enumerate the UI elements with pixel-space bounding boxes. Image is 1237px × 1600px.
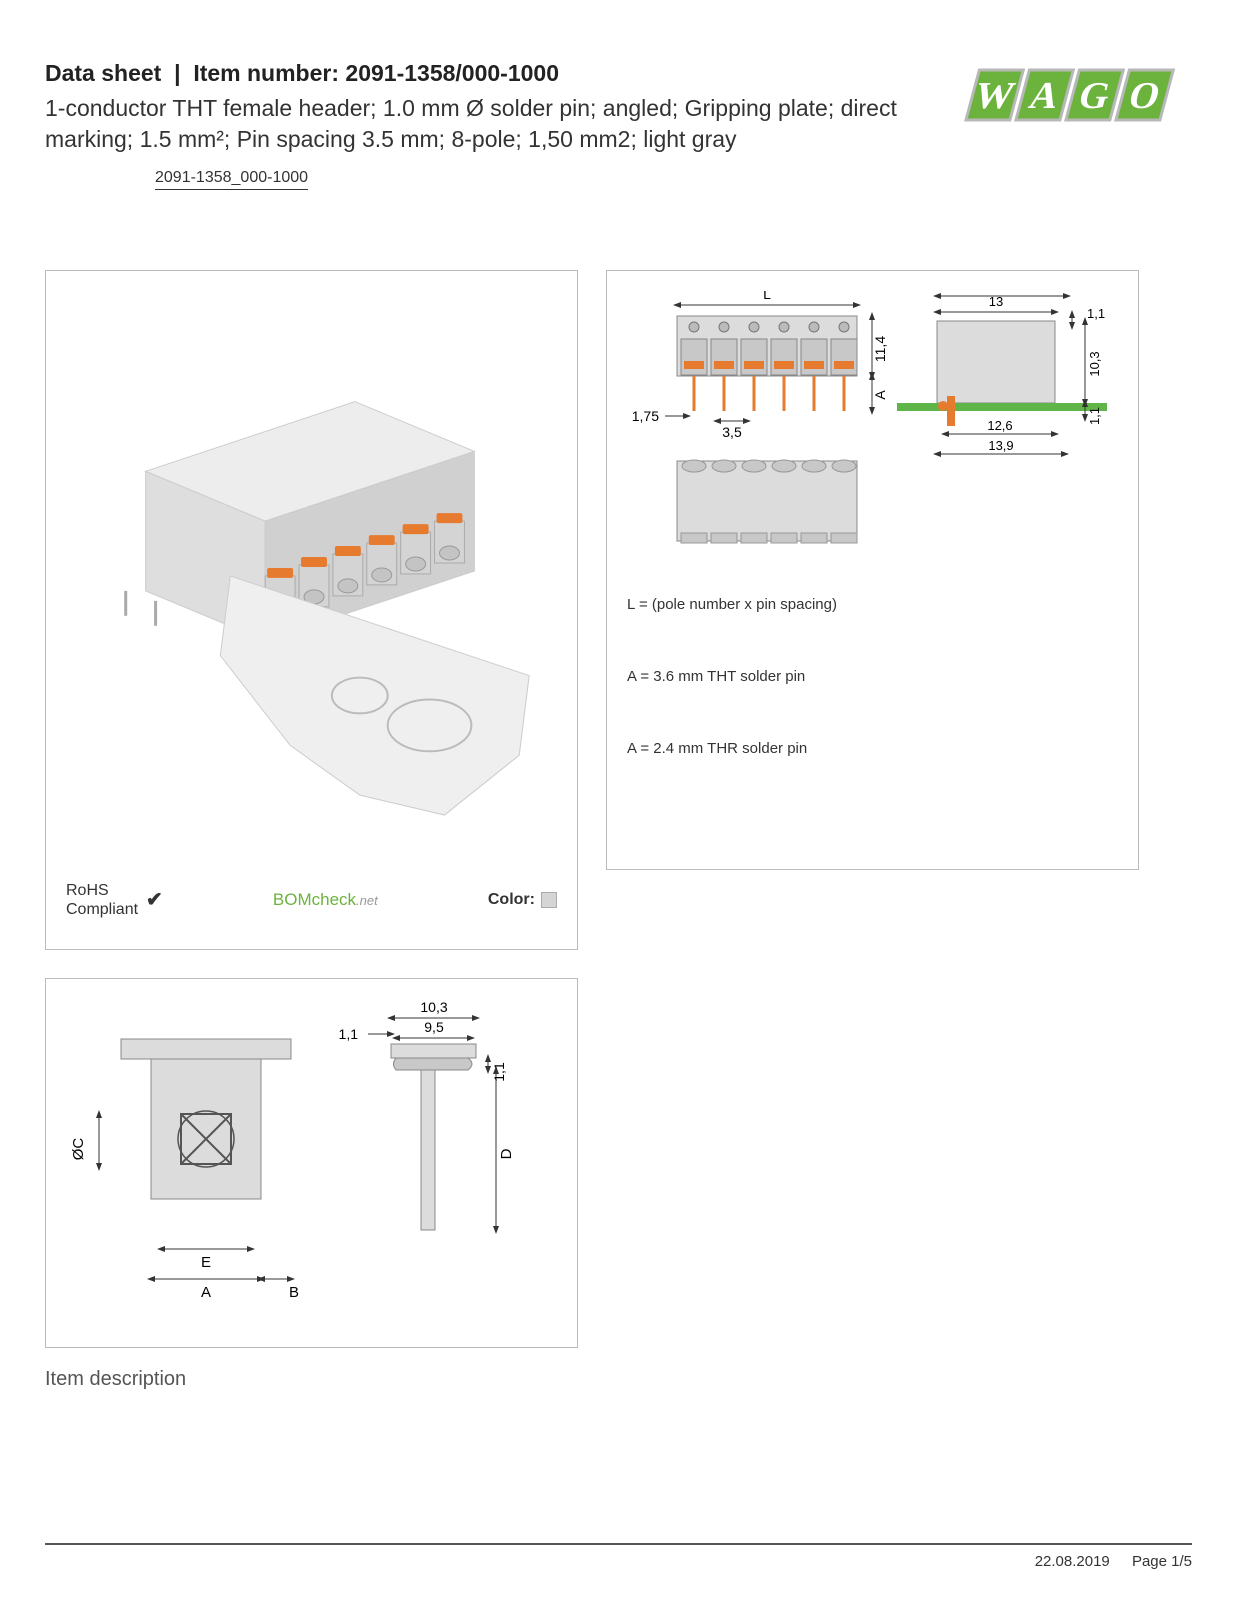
description: 1-conductor THT female header; 1.0 mm Ø …	[45, 93, 912, 155]
dim-note-0: L = (pole number x pin spacing)	[627, 596, 1118, 613]
color-swatch	[541, 892, 557, 908]
bomcheck-suffix: .net	[356, 893, 378, 908]
dim-11-4: 11,4	[872, 336, 888, 362]
dim-D: D	[498, 1149, 515, 1160]
bottom-tech-panel: ØC E A B 10,3 9,5 1,1	[45, 978, 578, 1348]
title-prefix: Data sheet	[45, 60, 161, 86]
dim-9-5: 9,5	[424, 1019, 444, 1035]
rohs-line2: Compliant	[66, 900, 138, 919]
wago-logo-svg: W A G O	[952, 60, 1192, 130]
bomcheck-block: BOMcheck.net	[273, 890, 378, 910]
dim-oc: ØC	[70, 1138, 87, 1161]
footer-page: Page 1/5	[1132, 1553, 1192, 1570]
left-column: RoHS Compliant ✔ BOMcheck.net Color:	[45, 270, 578, 1391]
dim-note-2: A = 2.4 mm THR solder pin	[627, 740, 1118, 757]
rohs-line1: RoHS	[66, 881, 138, 900]
product-image	[46, 271, 577, 851]
footer-date: 22.08.2019	[1035, 1553, 1110, 1570]
title-sep: |	[174, 60, 180, 86]
rohs-block: RoHS Compliant ✔	[66, 881, 163, 919]
dim-3-5: 3,5	[722, 424, 742, 440]
bottom-tech-svg: ØC E A B 10,3 9,5 1,1	[46, 979, 579, 1349]
title-label: Item number:	[193, 60, 339, 86]
page-header: Data sheet | Item number: 2091-1358/000-…	[45, 60, 1192, 190]
section-title: Item description	[45, 1368, 578, 1391]
dim-B: B	[289, 1284, 299, 1301]
check-icon: ✔	[146, 887, 163, 912]
color-label: Color:	[488, 891, 535, 909]
item-link[interactable]: 2091-1358_000-1000	[155, 169, 308, 190]
dim-10-3: 10,3	[420, 999, 447, 1015]
right-tech-panel: L 11,4 A 1,75 3,5	[606, 270, 1139, 870]
dim-A-right: A	[872, 390, 888, 400]
rohs-text: RoHS Compliant	[66, 881, 138, 919]
page-footer: 22.08.2019 Page 1/5	[45, 1543, 1192, 1570]
product-svg	[46, 271, 577, 851]
header-text-block: Data sheet | Item number: 2091-1358/000-…	[45, 60, 952, 190]
item-number: 2091-1358/000-1000	[345, 60, 559, 86]
dim-1-1-tr: 1,1	[1087, 306, 1105, 321]
panels-area: RoHS Compliant ✔ BOMcheck.net Color:	[45, 270, 1192, 1391]
dim-1-1-b: 1,1	[1087, 407, 1102, 425]
dim-A: A	[201, 1284, 211, 1301]
dim-note-1: A = 3.6 mm THT solder pin	[627, 668, 1118, 685]
wago-logo: W A G O	[952, 60, 1192, 130]
dim-L: L	[763, 291, 771, 302]
dim-12-6: 12,6	[987, 418, 1012, 433]
dim-13: 13	[989, 294, 1003, 309]
dim-14: 14	[995, 291, 1009, 293]
title-line: Data sheet | Item number: 2091-1358/000-…	[45, 60, 912, 87]
bomcheck-text: BOMcheck	[273, 890, 356, 909]
dim-E: E	[201, 1254, 211, 1271]
dim-10-3-side: 10,3	[1087, 351, 1102, 376]
right-tech-svg: L 11,4 A 1,75 3,5	[627, 291, 1120, 551]
compliance-row: RoHS Compliant ✔ BOMcheck.net Color:	[66, 881, 557, 919]
dim-1-1-top: 1,1	[339, 1026, 359, 1042]
product-photo-panel: RoHS Compliant ✔ BOMcheck.net Color:	[45, 270, 578, 950]
dim-1-1-side: 1,1	[491, 1062, 507, 1082]
dim-13-9: 13,9	[988, 438, 1013, 453]
dim-1-75: 1,75	[632, 408, 659, 424]
color-block: Color:	[488, 891, 557, 909]
